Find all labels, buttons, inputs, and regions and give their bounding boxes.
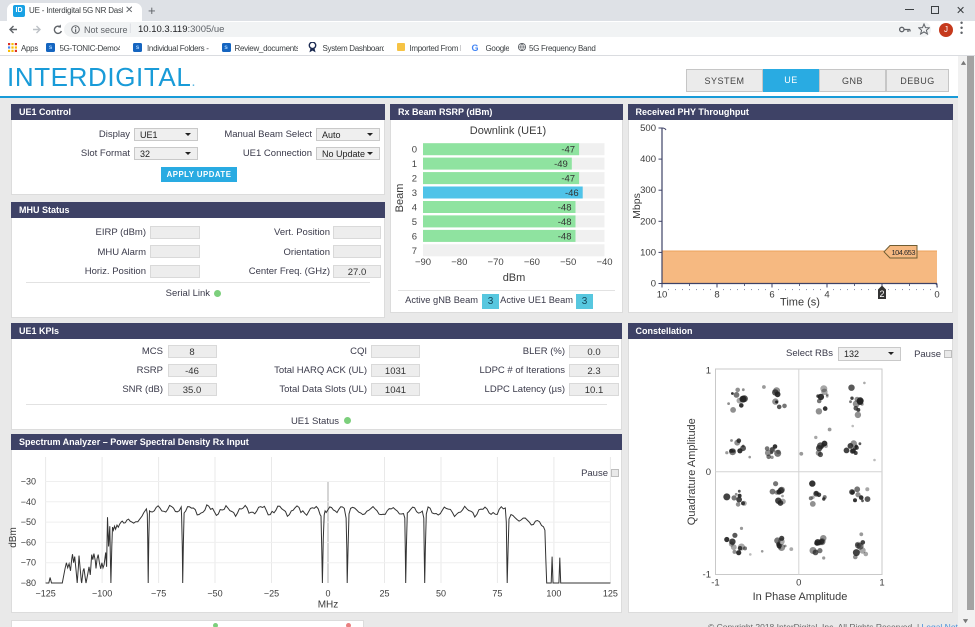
svg-text:2: 2	[879, 289, 884, 299]
svg-text:−50: −50	[560, 257, 576, 268]
svg-text:−40: −40	[596, 257, 612, 268]
svg-text:200: 200	[640, 216, 656, 227]
svg-text:−60: −60	[524, 257, 540, 268]
svg-text:6: 6	[412, 231, 417, 242]
svg-text:3: 3	[412, 188, 417, 199]
svg-text:1: 1	[706, 366, 711, 377]
svg-text:−25: −25	[264, 589, 279, 599]
svg-text:50: 50	[436, 589, 446, 599]
svg-text:1: 1	[879, 578, 884, 589]
svg-text:dBm: dBm	[503, 272, 526, 284]
svg-text:0: 0	[651, 279, 656, 290]
svg-text:−75: −75	[151, 589, 166, 599]
svg-text:−80: −80	[21, 578, 36, 588]
svg-text:0: 0	[412, 145, 417, 156]
svg-text:7: 7	[412, 246, 417, 257]
svg-text:−100: −100	[92, 589, 112, 599]
svg-text:400: 400	[640, 154, 656, 165]
svg-text:Quadrature Amplitude: Quadrature Amplitude	[686, 418, 698, 525]
svg-text:500: 500	[640, 123, 656, 134]
svg-text:8: 8	[714, 290, 719, 301]
svg-text:-48: -48	[558, 217, 572, 228]
svg-text:0: 0	[934, 290, 939, 301]
svg-text:-48: -48	[558, 231, 572, 242]
svg-text:−70: −70	[488, 257, 504, 268]
svg-text:−30: −30	[21, 477, 36, 487]
svg-text:Time (s): Time (s)	[780, 297, 820, 309]
svg-text:6: 6	[769, 290, 774, 301]
svg-text:104.653: 104.653	[892, 248, 916, 257]
svg-text:dBm: dBm	[8, 527, 19, 548]
svg-text:Mbps: Mbps	[631, 193, 643, 219]
svg-text:25: 25	[379, 589, 389, 599]
svg-text:-49: -49	[554, 159, 568, 170]
svg-text:−90: −90	[415, 257, 431, 268]
svg-text:In Phase Amplitude: In Phase Amplitude	[753, 591, 848, 603]
svg-text:0: 0	[706, 467, 711, 478]
svg-text:−40: −40	[21, 497, 36, 507]
svg-text:2: 2	[412, 174, 417, 185]
svg-text:−50: −50	[21, 517, 36, 527]
svg-text:4: 4	[412, 203, 417, 214]
svg-text:100: 100	[640, 247, 656, 258]
svg-text:1: 1	[412, 159, 417, 170]
svg-text:5: 5	[412, 217, 417, 228]
svg-text:-1: -1	[711, 578, 719, 589]
svg-text:100: 100	[546, 589, 561, 599]
svg-text:Downlink (UE1): Downlink (UE1)	[470, 125, 546, 137]
svg-text:4: 4	[824, 290, 829, 301]
svg-text:-48: -48	[558, 203, 572, 214]
svg-text:-46: -46	[565, 188, 579, 199]
svg-text:-47: -47	[561, 174, 575, 185]
svg-text:Beam: Beam	[394, 184, 406, 213]
svg-text:−50: −50	[207, 589, 222, 599]
svg-text:MHz: MHz	[318, 600, 339, 611]
svg-text:-47: -47	[561, 145, 575, 156]
svg-text:10: 10	[657, 290, 668, 301]
svg-text:300: 300	[640, 185, 656, 196]
svg-text:125: 125	[603, 589, 618, 599]
svg-text:−70: −70	[21, 558, 36, 568]
svg-text:75: 75	[492, 589, 502, 599]
svg-text:−125: −125	[35, 589, 55, 599]
svg-text:0: 0	[796, 578, 801, 589]
svg-text:−60: −60	[21, 537, 36, 547]
svg-text:0: 0	[325, 589, 330, 599]
svg-text:-1: -1	[703, 570, 711, 581]
svg-text:−80: −80	[451, 257, 467, 268]
